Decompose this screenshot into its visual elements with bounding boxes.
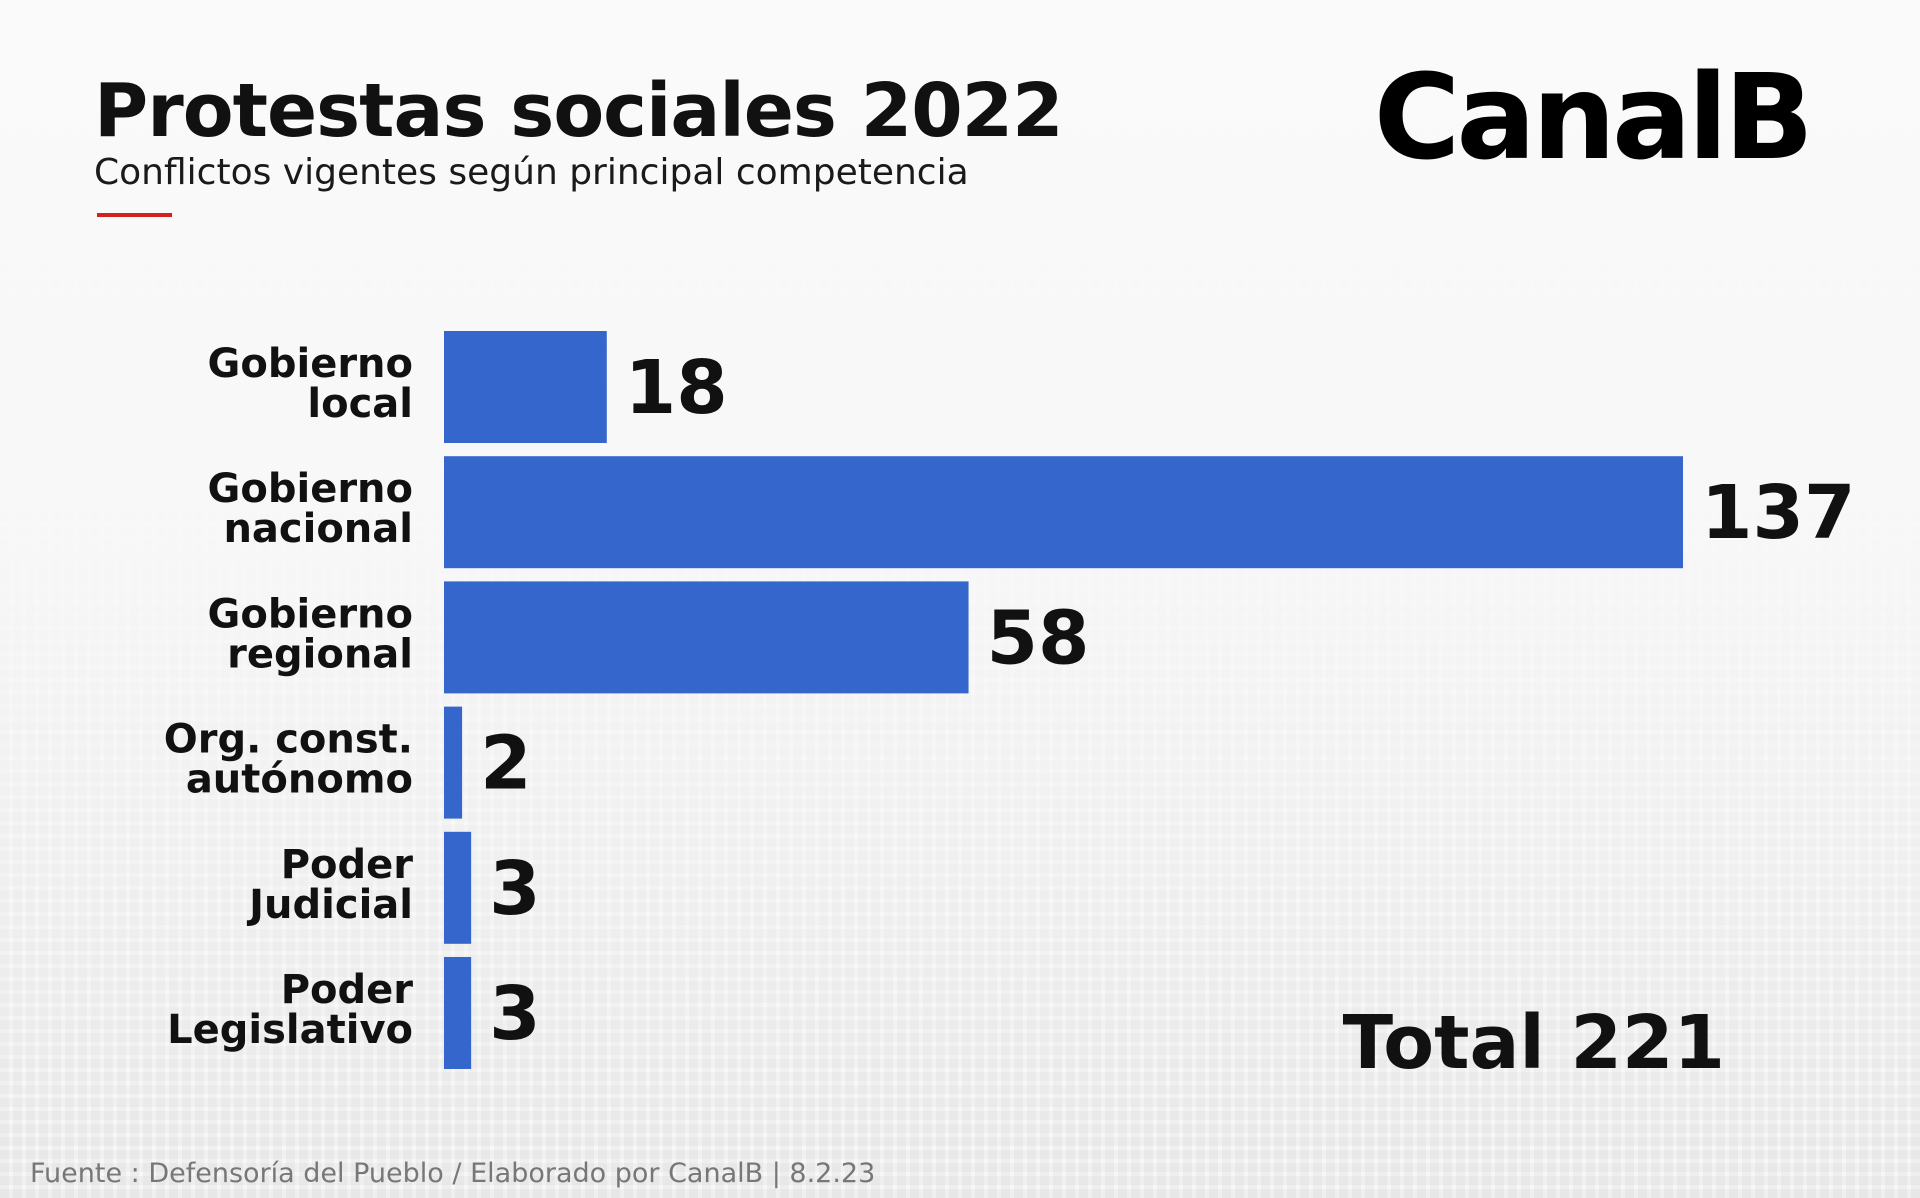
chart-subtitle: Conflictos vigentes según principal comp… bbox=[94, 152, 969, 193]
bar-1 bbox=[444, 456, 1683, 569]
bar-2 bbox=[444, 581, 969, 694]
bar-4 bbox=[444, 831, 472, 944]
chart-title: Protestas sociales 2022 bbox=[94, 68, 1064, 154]
total-label: Total 221 bbox=[1342, 1000, 1725, 1086]
category-label-1: Gobierno nacional bbox=[208, 466, 413, 552]
value-label-2: 58 bbox=[987, 595, 1090, 681]
value-label-0: 18 bbox=[625, 345, 728, 431]
source-footer: Fuente : Defensoría del Pueblo / Elabora… bbox=[30, 1158, 876, 1189]
bar-5 bbox=[444, 957, 472, 1069]
category-label-4: Poder Judicial bbox=[246, 842, 413, 928]
category-label-3: Org. const. autónomo bbox=[164, 717, 413, 803]
value-label-3: 2 bbox=[480, 721, 532, 807]
accent-line bbox=[97, 213, 172, 217]
bar-3 bbox=[444, 706, 463, 819]
value-label-5: 3 bbox=[489, 971, 540, 1057]
brand-logo: CanalB bbox=[1373, 48, 1814, 186]
category-label-0: Gobierno local bbox=[208, 341, 413, 427]
value-label-1: 137 bbox=[1701, 470, 1855, 556]
bar-0 bbox=[444, 331, 607, 443]
category-label-5: Poder Legislativo bbox=[167, 967, 413, 1053]
value-label-4: 3 bbox=[489, 846, 540, 932]
category-label-2: Gobierno regional bbox=[208, 591, 413, 677]
